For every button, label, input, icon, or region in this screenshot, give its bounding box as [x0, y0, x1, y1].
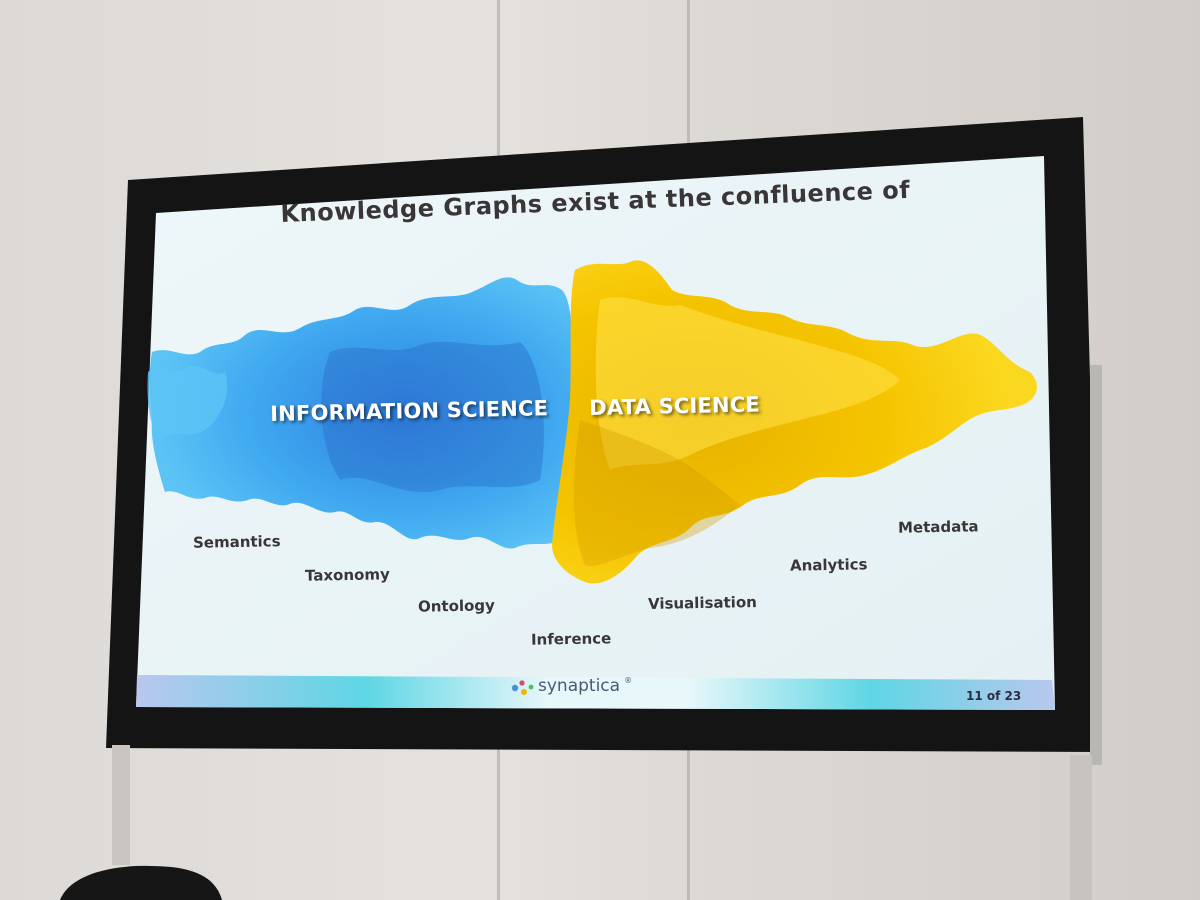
yellow-ink-shadow	[573, 420, 740, 567]
term-inference: Inference	[530, 629, 612, 649]
slide-page-number: 11 of 23	[966, 689, 1022, 703]
chair-back	[60, 865, 222, 900]
brand-name: synaptica	[538, 676, 621, 696]
blue-ink-cloud	[149, 277, 573, 549]
term-taxonomy: Taxonomy	[304, 565, 390, 585]
footer-band	[136, 675, 1055, 710]
brand-registered-mark: ®	[624, 676, 633, 685]
yellow-ink-highlight	[595, 297, 900, 470]
screen-stand-leg-left	[112, 745, 130, 865]
synaptica-logo-icon	[511, 680, 534, 695]
screen-stand-bracket	[1090, 365, 1102, 765]
blue-ink-wisp	[147, 365, 228, 440]
screen-stand-leg	[1070, 755, 1092, 900]
term-visualisation: Visualisation	[647, 593, 758, 613]
footer-brand: synaptica ®	[512, 676, 632, 696]
term-analytics: Analytics	[789, 555, 868, 575]
term-semantics: Semantics	[192, 532, 281, 552]
term-ontology: Ontology	[417, 596, 496, 616]
term-metadata: Metadata	[897, 517, 979, 537]
blue-ink-shadow	[321, 341, 544, 493]
data-science-label: DATA SCIENCE	[589, 392, 761, 420]
